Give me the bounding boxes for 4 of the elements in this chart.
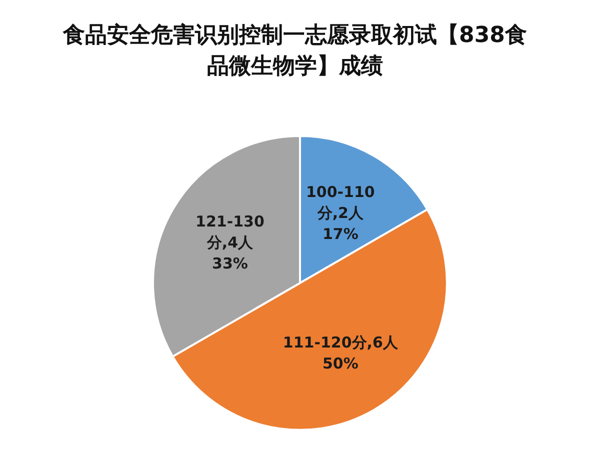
slice-label: 111-120分,6人 50%: [282, 334, 399, 373]
chart-title: 食品安全危害识别控制一志愿录取初试【838食品微生物学】成绩: [62, 22, 528, 81]
slice-label: 100-110分,2人 17%: [306, 182, 375, 243]
slice-label: 121-130分,4人 33%: [196, 212, 264, 273]
